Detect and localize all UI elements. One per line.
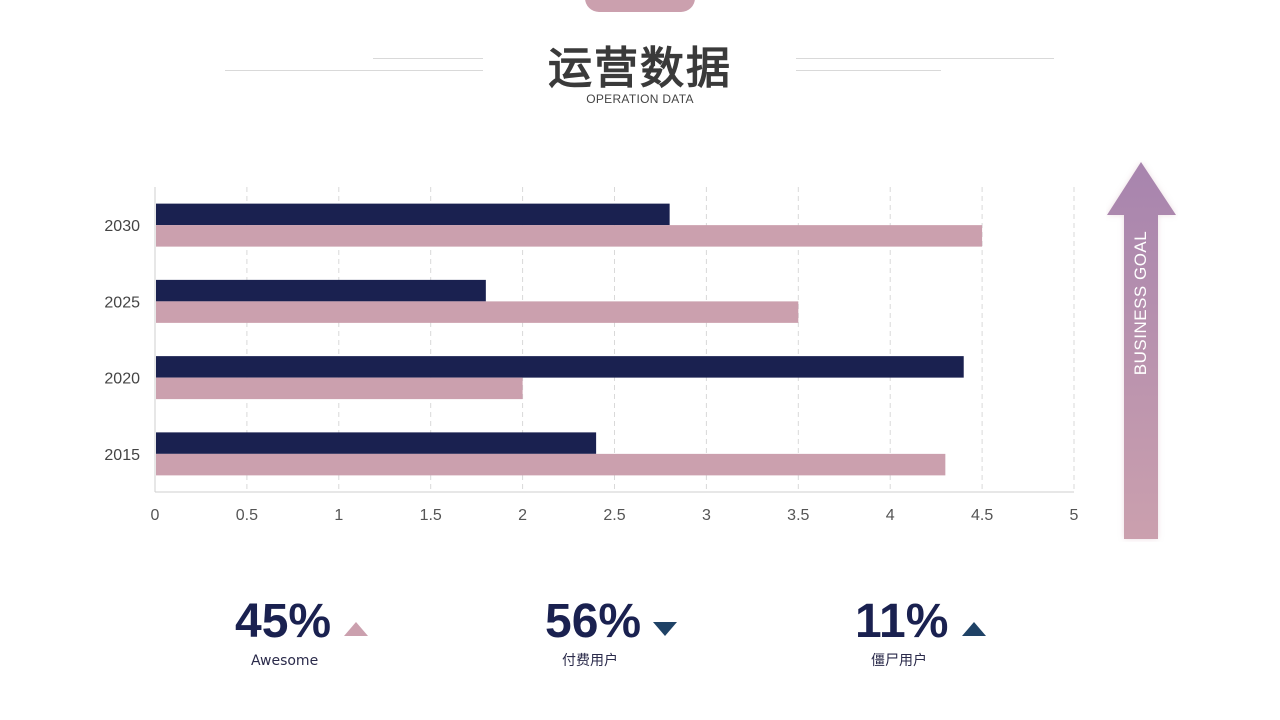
y-category-label: 2015 (104, 447, 140, 464)
triangle-up-icon (344, 622, 368, 636)
bar (156, 356, 964, 378)
bar (156, 432, 597, 454)
page-title: 运营数据 (548, 43, 732, 94)
x-tick-label: 1 (334, 507, 343, 524)
triangle-down-icon (653, 622, 677, 636)
x-tick-label: 2.5 (603, 507, 625, 524)
stat-label: 付费用户 (562, 653, 618, 669)
divider-line (796, 70, 941, 71)
stat-label: Awesome (251, 653, 319, 669)
stat-value: 11% (855, 595, 949, 648)
stat-value: 56% (545, 595, 642, 648)
bar (156, 225, 983, 247)
x-tick-label: 1.5 (420, 507, 442, 524)
divider-line (225, 70, 483, 71)
x-tick-label: 4.5 (971, 507, 993, 524)
bar (156, 453, 946, 476)
up-arrow-icon (1107, 162, 1176, 539)
y-category-label: 2020 (104, 371, 140, 388)
x-tick-label: 0 (151, 507, 160, 524)
divider-line (796, 58, 1054, 59)
triangle-up-icon (962, 622, 986, 636)
bar (156, 377, 523, 400)
page-subtitle: OPERATION DATA (586, 92, 694, 106)
goal-arrow-label: BUSINESS GOAL (1131, 230, 1150, 376)
bar (156, 279, 486, 302)
bar (156, 301, 799, 323)
y-category-label: 2025 (104, 294, 140, 311)
x-tick-label: 5 (1070, 507, 1079, 524)
divider-line (373, 58, 483, 59)
stat-label: 僵尸用户 (871, 653, 927, 669)
y-category-label: 2030 (104, 218, 140, 235)
x-tick-label: 4 (886, 507, 895, 524)
x-tick-label: 3.5 (787, 507, 809, 524)
x-tick-label: 2 (518, 507, 527, 524)
bar (156, 203, 670, 226)
stat-value: 45% (235, 595, 332, 648)
top-tab-decoration (585, 0, 695, 12)
x-tick-label: 0.5 (236, 507, 258, 524)
x-tick-label: 3 (702, 507, 711, 524)
